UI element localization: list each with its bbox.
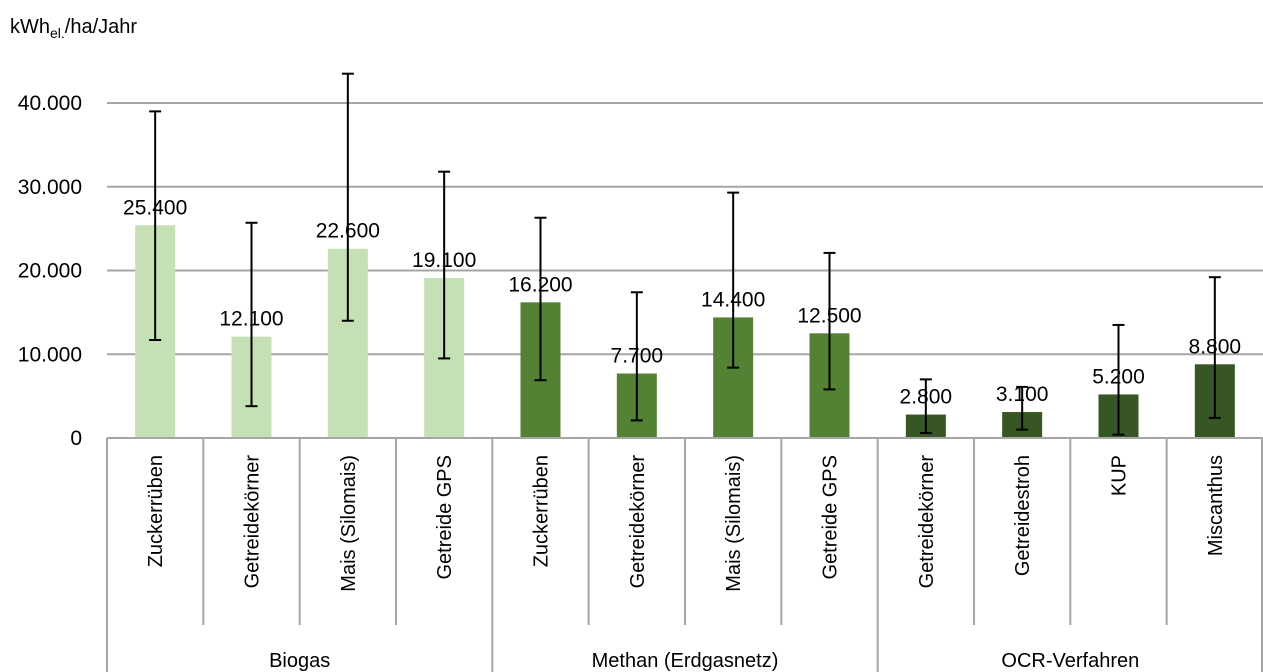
category-label: Getreide GPS <box>820 455 842 580</box>
y-axis-label-rest: /ha/Jahr <box>65 16 138 38</box>
category-label: Getreidekörner <box>916 455 938 589</box>
data-label: 5.200 <box>1092 365 1145 388</box>
group-label: Methan (Erdgasnetz) <box>592 650 779 672</box>
y-tick-label: 0 <box>70 427 82 450</box>
y-tick-label: 20.000 <box>18 260 82 283</box>
data-label: 22.600 <box>316 220 380 243</box>
group-label: OCR-Verfahren <box>1001 650 1139 672</box>
y-axis-label-sub: el. <box>50 25 65 41</box>
data-label: 19.100 <box>412 249 476 272</box>
category-label: Getreidestroh <box>1012 455 1034 576</box>
data-label: 16.200 <box>508 273 572 296</box>
bars: 25.400 12.100 22.600 19.100 16.200 7.700 14.40… <box>123 72 1242 438</box>
data-label: 12.100 <box>219 308 283 331</box>
category-label: Getreidekörner <box>627 455 649 589</box>
y-tick-label: 40.000 <box>18 92 82 115</box>
y-tick-label: 30.000 <box>18 176 82 199</box>
y-axis-label: kWhel./ha/Jahr <box>10 16 137 41</box>
data-label: 12.500 <box>797 304 861 327</box>
y-tick-label: 10.000 <box>18 343 82 366</box>
category-label: Miscanthus <box>1205 455 1227 556</box>
category-label: Mais (Silomais) <box>338 455 360 592</box>
data-label: 14.400 <box>701 288 765 311</box>
category-label: Zuckerrüben <box>145 455 167 567</box>
data-label: 3.100 <box>996 383 1049 406</box>
y-axis: 0 10.000 20.000 30.000 40.000 <box>18 92 82 450</box>
data-label: 25.400 <box>123 196 187 219</box>
category-label: Getreide GPS <box>434 455 456 580</box>
data-label: 7.700 <box>611 345 664 368</box>
x-axis: Zuckerrüben Getreidekörner Mais (Silomais)… <box>106 437 1263 672</box>
category-label: Getreidekörner <box>242 455 264 589</box>
data-label: 2.800 <box>900 386 953 409</box>
y-axis-label-main: kWh <box>10 16 50 38</box>
data-label: 8.800 <box>1189 335 1242 358</box>
group-label: Biogas <box>269 650 330 672</box>
category-label: Mais (Silomais) <box>723 455 745 592</box>
category-label: Zuckerrüben <box>531 455 553 567</box>
category-label: KUP <box>1109 455 1131 496</box>
gridlines <box>107 102 1263 356</box>
